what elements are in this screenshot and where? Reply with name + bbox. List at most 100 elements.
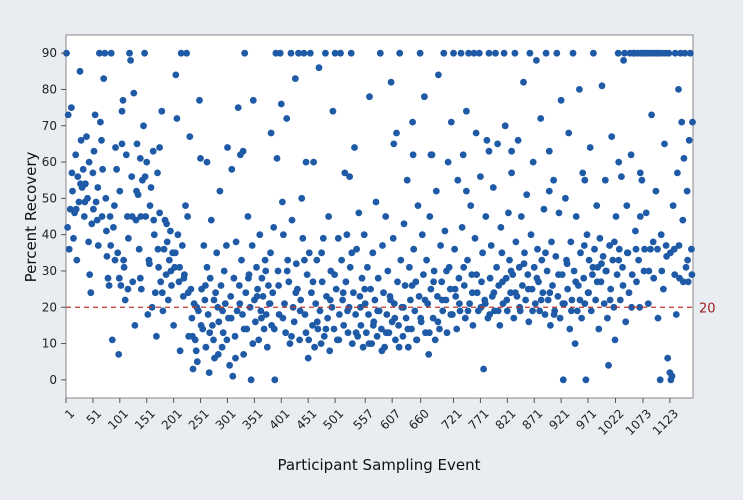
- data-point: [330, 325, 338, 333]
- data-point: [322, 49, 329, 57]
- data-point: [599, 253, 607, 260]
- data-point: [184, 289, 192, 297]
- data-point: [308, 289, 315, 297]
- data-point: [253, 293, 261, 300]
- data-point: [371, 296, 379, 304]
- data-point: [483, 136, 491, 144]
- data-point: [262, 311, 270, 318]
- data-point: [359, 343, 367, 351]
- data-point: [311, 343, 318, 351]
- data-point: [221, 300, 229, 307]
- data-point: [492, 49, 499, 57]
- data-point: [434, 318, 442, 326]
- data-point: [263, 343, 271, 351]
- data-point: [94, 184, 102, 191]
- data-point: [499, 278, 506, 286]
- data-point: [515, 263, 523, 271]
- data-point: [507, 289, 514, 297]
- data-point: [479, 249, 486, 257]
- data-point: [196, 96, 203, 104]
- data-point: [331, 271, 338, 278]
- data-point: [171, 249, 179, 257]
- data-point: [137, 213, 145, 220]
- data-point: [459, 151, 467, 159]
- data-point: [649, 238, 657, 246]
- data-point: [611, 336, 619, 344]
- data-point: [183, 49, 191, 57]
- data-point: [553, 49, 561, 57]
- data-point: [387, 78, 395, 86]
- data-point: [645, 267, 653, 275]
- data-point: [430, 267, 438, 275]
- data-point: [589, 271, 596, 278]
- data-point: [322, 325, 330, 333]
- data-point: [210, 336, 217, 344]
- data-point: [280, 231, 287, 239]
- data-point: [113, 165, 120, 173]
- data-point: [103, 253, 111, 260]
- data-point: [141, 173, 149, 181]
- data-point: [441, 227, 449, 235]
- data-point: [410, 245, 418, 253]
- data-point: [254, 285, 261, 293]
- data-point: [654, 245, 661, 253]
- data-point: [153, 332, 160, 340]
- data-point: [602, 267, 610, 275]
- data-point: [277, 100, 285, 108]
- data-point: [75, 198, 83, 206]
- data-point: [165, 256, 173, 264]
- data-point: [595, 325, 603, 333]
- data-point: [261, 256, 269, 264]
- data-point: [107, 49, 115, 57]
- data-point: [74, 173, 82, 181]
- data-point: [431, 336, 439, 344]
- data-point: [117, 282, 125, 289]
- data-point: [421, 93, 428, 101]
- data-point: [614, 49, 622, 57]
- data-point: [662, 242, 670, 249]
- data-point: [494, 307, 502, 315]
- data-point: [543, 267, 551, 275]
- data-point: [119, 96, 127, 104]
- data-point: [81, 198, 89, 206]
- data-point: [506, 256, 513, 264]
- data-point: [688, 271, 696, 278]
- data-point: [395, 343, 403, 351]
- data-point: [615, 245, 623, 253]
- data-point: [406, 263, 413, 271]
- data-point: [552, 253, 560, 260]
- data-point: [389, 234, 397, 242]
- data-point: [65, 245, 73, 253]
- data-point: [320, 332, 328, 340]
- data-point: [458, 224, 466, 231]
- data-point: [150, 216, 158, 224]
- data-point: [133, 187, 140, 195]
- data-point: [298, 194, 306, 202]
- data-point: [91, 111, 99, 119]
- data-point: [94, 242, 102, 249]
- data-point: [636, 303, 644, 311]
- data-point: [623, 249, 631, 257]
- data-point: [353, 245, 360, 253]
- data-point: [379, 242, 386, 249]
- data-point: [206, 274, 214, 282]
- data-point: [274, 267, 282, 275]
- data-point: [260, 325, 268, 333]
- data-point: [97, 118, 104, 126]
- data-point: [678, 118, 686, 126]
- data-point: [374, 274, 382, 282]
- data-point: [425, 351, 433, 358]
- data-point: [577, 249, 584, 257]
- data-point: [292, 289, 300, 297]
- data-point: [233, 307, 241, 315]
- data-point: [239, 311, 246, 318]
- data-point: [230, 274, 238, 282]
- data-point: [207, 216, 215, 224]
- data-point: [403, 176, 411, 184]
- data-point: [613, 271, 621, 278]
- data-point: [301, 256, 308, 264]
- data-point: [555, 271, 562, 278]
- data-point: [283, 267, 291, 275]
- data-point: [193, 358, 201, 366]
